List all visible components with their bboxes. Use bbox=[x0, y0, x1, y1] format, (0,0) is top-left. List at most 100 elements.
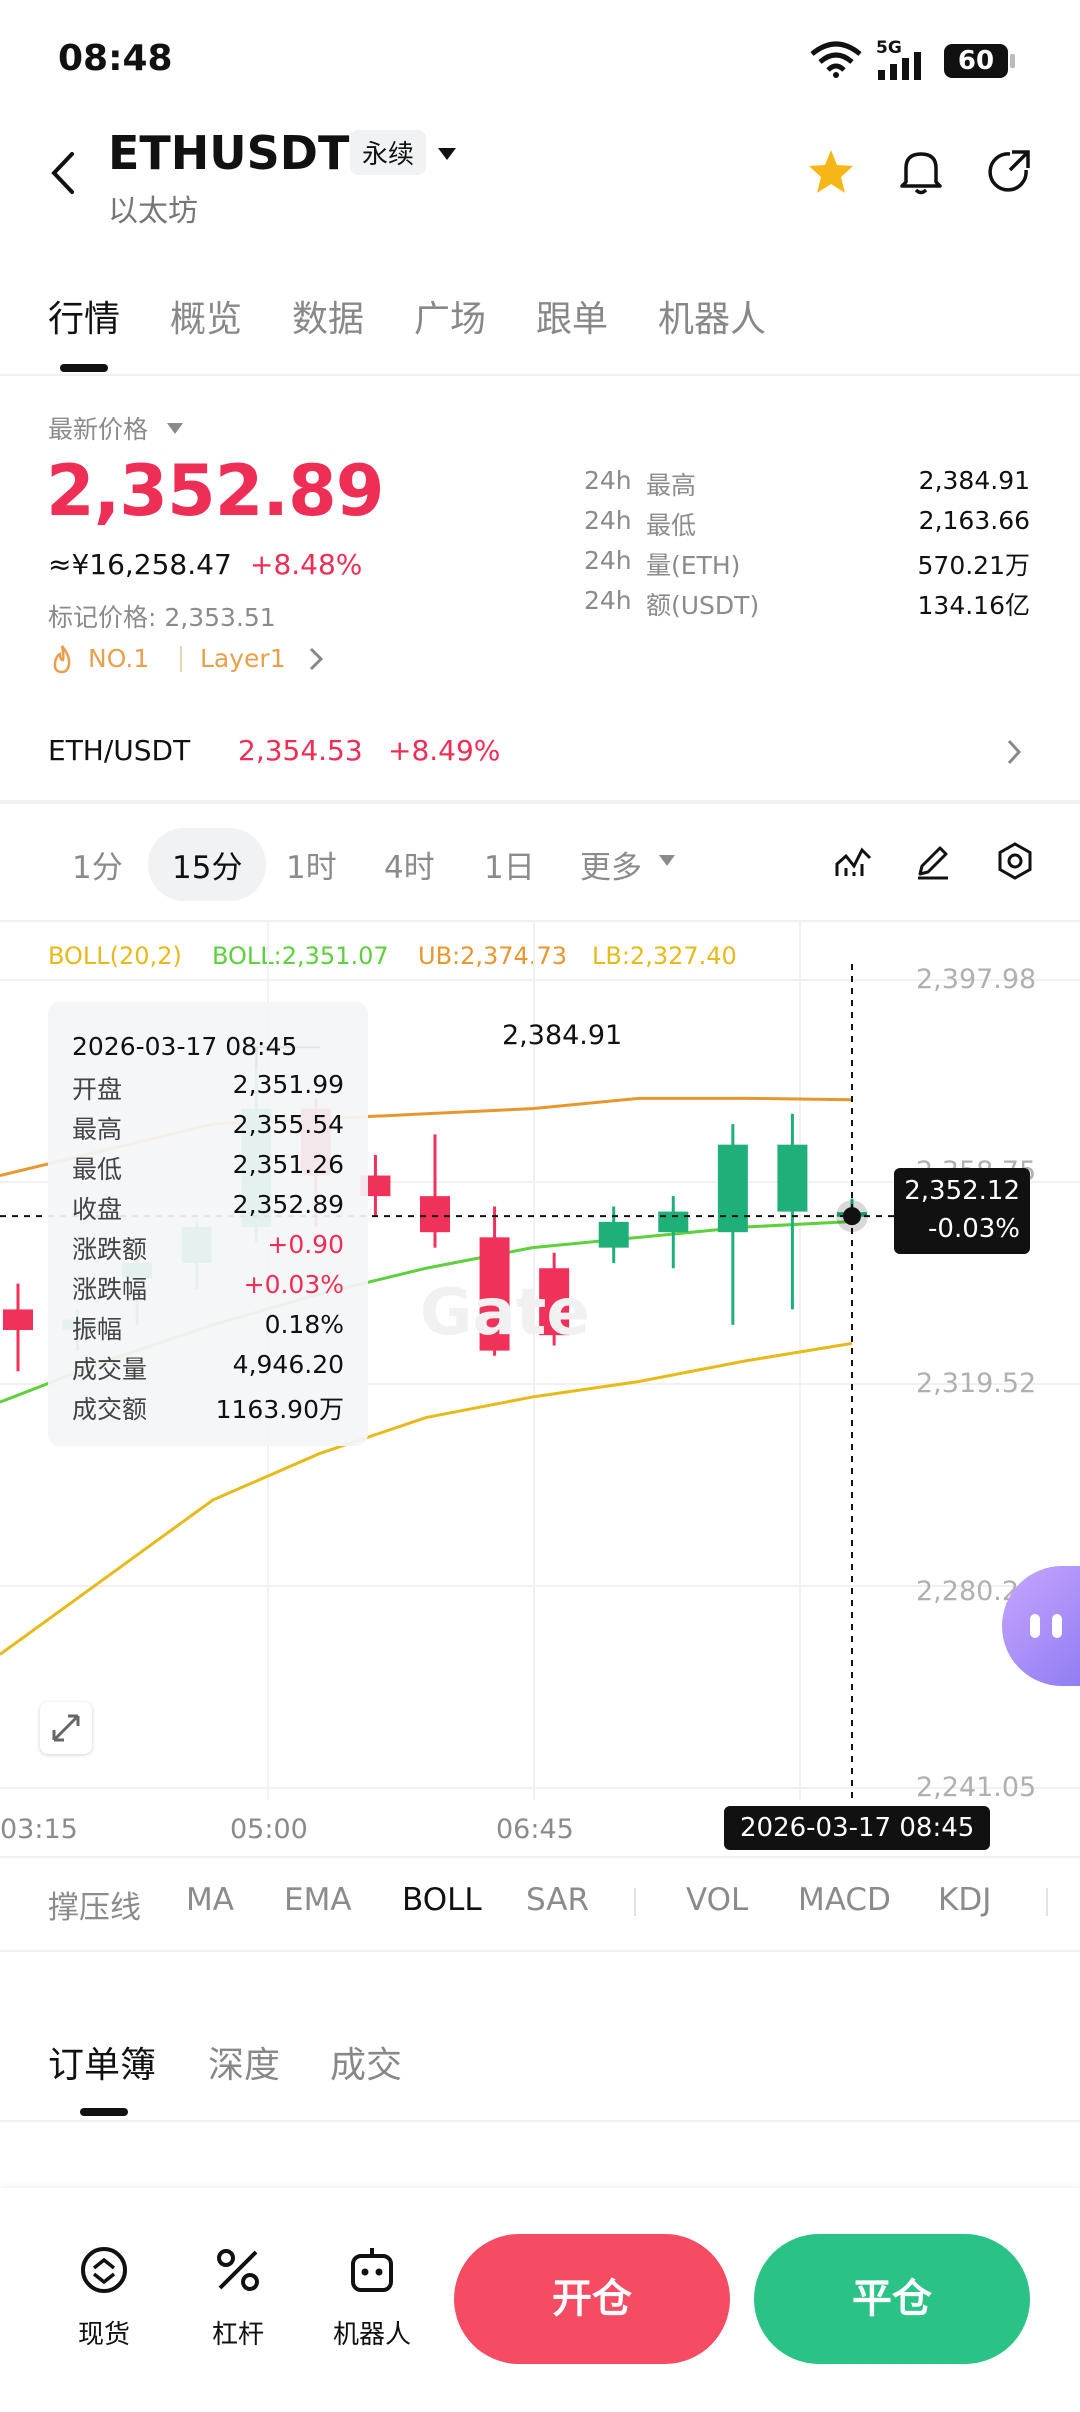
dropdown-arrow-icon[interactable] bbox=[436, 146, 458, 162]
nav-spot-label: 现货 bbox=[77, 2320, 130, 2350]
nav-spot[interactable]: 现货 bbox=[44, 2244, 164, 2364]
coin-name: 以太坊 bbox=[108, 194, 198, 229]
symbol-title[interactable]: ETHUSDT bbox=[108, 126, 350, 180]
chevron-right-icon[interactable] bbox=[308, 646, 324, 672]
chart-settings-icon[interactable] bbox=[996, 842, 1034, 880]
price-change: +8.48% bbox=[250, 548, 363, 581]
tab-depth[interactable]: 深度 bbox=[208, 2045, 281, 2086]
indicator-ma[interactable]: MA bbox=[186, 1882, 234, 1918]
orderbook-tab-indicator bbox=[80, 2108, 128, 2116]
more-dropdown-icon[interactable] bbox=[658, 854, 676, 868]
indicator-separator bbox=[634, 1888, 636, 1916]
indicator-vol[interactable]: VOL bbox=[686, 1882, 749, 1918]
candle-body bbox=[717, 1144, 748, 1233]
indicator-settings-icon[interactable] bbox=[834, 842, 872, 880]
tab-orderbook[interactable]: 订单簿 bbox=[48, 2045, 157, 2086]
divider bbox=[0, 920, 1080, 922]
tooltip-row: 收盘 2,352.89 bbox=[72, 1190, 344, 1224]
battery-indicator: 60 bbox=[944, 44, 1015, 78]
stat-value: 570.21万 bbox=[917, 551, 1030, 580]
candle-body bbox=[658, 1211, 689, 1233]
y-axis-label: 2,397.98 bbox=[916, 964, 1037, 995]
status-time: 08:48 bbox=[58, 38, 173, 79]
gate-watermark: Gate bbox=[420, 1276, 590, 1350]
draw-tool-icon[interactable] bbox=[914, 842, 952, 880]
wifi-icon bbox=[810, 41, 862, 78]
status-bar: 08:48 5G 60 bbox=[0, 0, 1080, 120]
tab-market[interactable]: 行情 bbox=[48, 299, 121, 340]
stat-period: 24h bbox=[584, 586, 632, 615]
tooltip-row: 最低 2,351.26 bbox=[72, 1150, 344, 1184]
stat-label: 量(ETH) bbox=[646, 551, 741, 580]
divider bbox=[0, 1856, 1080, 1858]
candle-body bbox=[3, 1309, 33, 1331]
price-label[interactable]: 最新价格 bbox=[48, 415, 149, 444]
high-price-marker: 2,384.91 bbox=[502, 1020, 623, 1051]
rank-divider bbox=[180, 646, 182, 672]
open-position-button[interactable]: 开仓 bbox=[454, 2234, 730, 2364]
indicator-boll[interactable]: BOLL bbox=[402, 1882, 482, 1918]
divider bbox=[0, 2120, 1080, 2122]
price-label-dropdown-icon[interactable] bbox=[166, 422, 184, 436]
nav-robot[interactable]: 机器人 bbox=[312, 2244, 432, 2364]
stat-period: 24h bbox=[584, 546, 632, 575]
spot-pair: ETH/USDT bbox=[48, 734, 191, 767]
tooltip-row: 开盘 2,351.99 bbox=[72, 1070, 344, 1104]
y-axis-label: 2,319.52 bbox=[916, 1368, 1037, 1399]
tab-copy-trade[interactable]: 跟单 bbox=[536, 299, 609, 340]
sector-badge[interactable]: Layer1 bbox=[200, 644, 286, 673]
candle-body bbox=[420, 1196, 450, 1233]
nav-robot-label: 机器人 bbox=[332, 2320, 411, 2350]
timeframe-more[interactable]: 更多 bbox=[580, 850, 642, 886]
timeframe-1d[interactable]: 1日 bbox=[484, 850, 535, 886]
stat-period: 24h bbox=[584, 466, 632, 495]
stat-label: 额(USDT) bbox=[646, 591, 760, 620]
boll-legend-name: BOLL(20,2) bbox=[48, 942, 182, 970]
tooltip-row: 成交额 1163.90万 bbox=[72, 1395, 344, 1424]
tooltip-row: 振幅 0.18% bbox=[72, 1310, 344, 1344]
contract-type-badge[interactable]: 永续 bbox=[350, 130, 427, 175]
indicator-kdj[interactable]: KDJ bbox=[938, 1882, 992, 1918]
stat-label: 最低 bbox=[646, 511, 697, 540]
tab-trades[interactable]: 成交 bbox=[330, 2045, 403, 2086]
tab-bot[interactable]: 机器人 bbox=[658, 299, 767, 340]
timeframe-1m[interactable]: 1分 bbox=[72, 850, 123, 886]
rank-badge[interactable]: NO.1 bbox=[88, 644, 150, 673]
timeframe-1h[interactable]: 1时 bbox=[286, 850, 337, 886]
divider bbox=[0, 800, 1080, 804]
network-type: 5G bbox=[876, 38, 902, 58]
nav-leverage[interactable]: 杠杆 bbox=[178, 2244, 298, 2364]
expand-icon bbox=[52, 1714, 80, 1742]
tab-overview[interactable]: 概览 bbox=[170, 299, 243, 340]
divider bbox=[0, 374, 1080, 376]
bell-icon[interactable] bbox=[896, 146, 946, 196]
timeframe-4h[interactable]: 4时 bbox=[384, 850, 435, 886]
tab-indicator bbox=[60, 364, 108, 372]
indicator-macd[interactable]: MACD bbox=[798, 1882, 891, 1918]
y-axis-label: 2,241.05 bbox=[916, 1772, 1037, 1803]
favorite-star-icon[interactable] bbox=[806, 148, 856, 196]
indicator-ema[interactable]: EMA bbox=[284, 1882, 352, 1918]
robot-icon bbox=[351, 2248, 393, 2292]
crosshair-price-label: 2,352.12 -0.03% bbox=[894, 1168, 1030, 1254]
tab-square[interactable]: 广场 bbox=[414, 299, 487, 340]
divider bbox=[0, 1950, 1080, 1952]
nav-leverage-label: 杠杆 bbox=[211, 2320, 264, 2350]
spot-price-row[interactable]: ETH/USDT 2,354.53 +8.49% bbox=[0, 712, 1080, 792]
signal-icon bbox=[878, 52, 921, 80]
crosshair-pct: -0.03% bbox=[928, 1214, 1020, 1244]
tab-data[interactable]: 数据 bbox=[292, 299, 365, 340]
candle-tooltip: 2026-03-17 08:45 bbox=[48, 1002, 368, 1446]
stat-period: 24h bbox=[584, 506, 632, 535]
price-cny: ≈¥16,258.47 bbox=[48, 548, 232, 581]
share-icon[interactable] bbox=[986, 148, 1032, 194]
timeframe-15m[interactable]: 15分 bbox=[148, 828, 267, 901]
boll-lower-line bbox=[0, 1341, 853, 1656]
candle-body bbox=[777, 1144, 808, 1212]
indicator-support-resistance[interactable]: 撑压线 bbox=[48, 1890, 141, 1926]
back-icon[interactable] bbox=[48, 150, 78, 196]
close-position-button[interactable]: 平仓 bbox=[754, 2234, 1030, 2364]
fullscreen-button[interactable] bbox=[40, 1702, 92, 1754]
indicator-separator bbox=[1046, 1888, 1048, 1916]
indicator-sar[interactable]: SAR bbox=[526, 1882, 589, 1918]
